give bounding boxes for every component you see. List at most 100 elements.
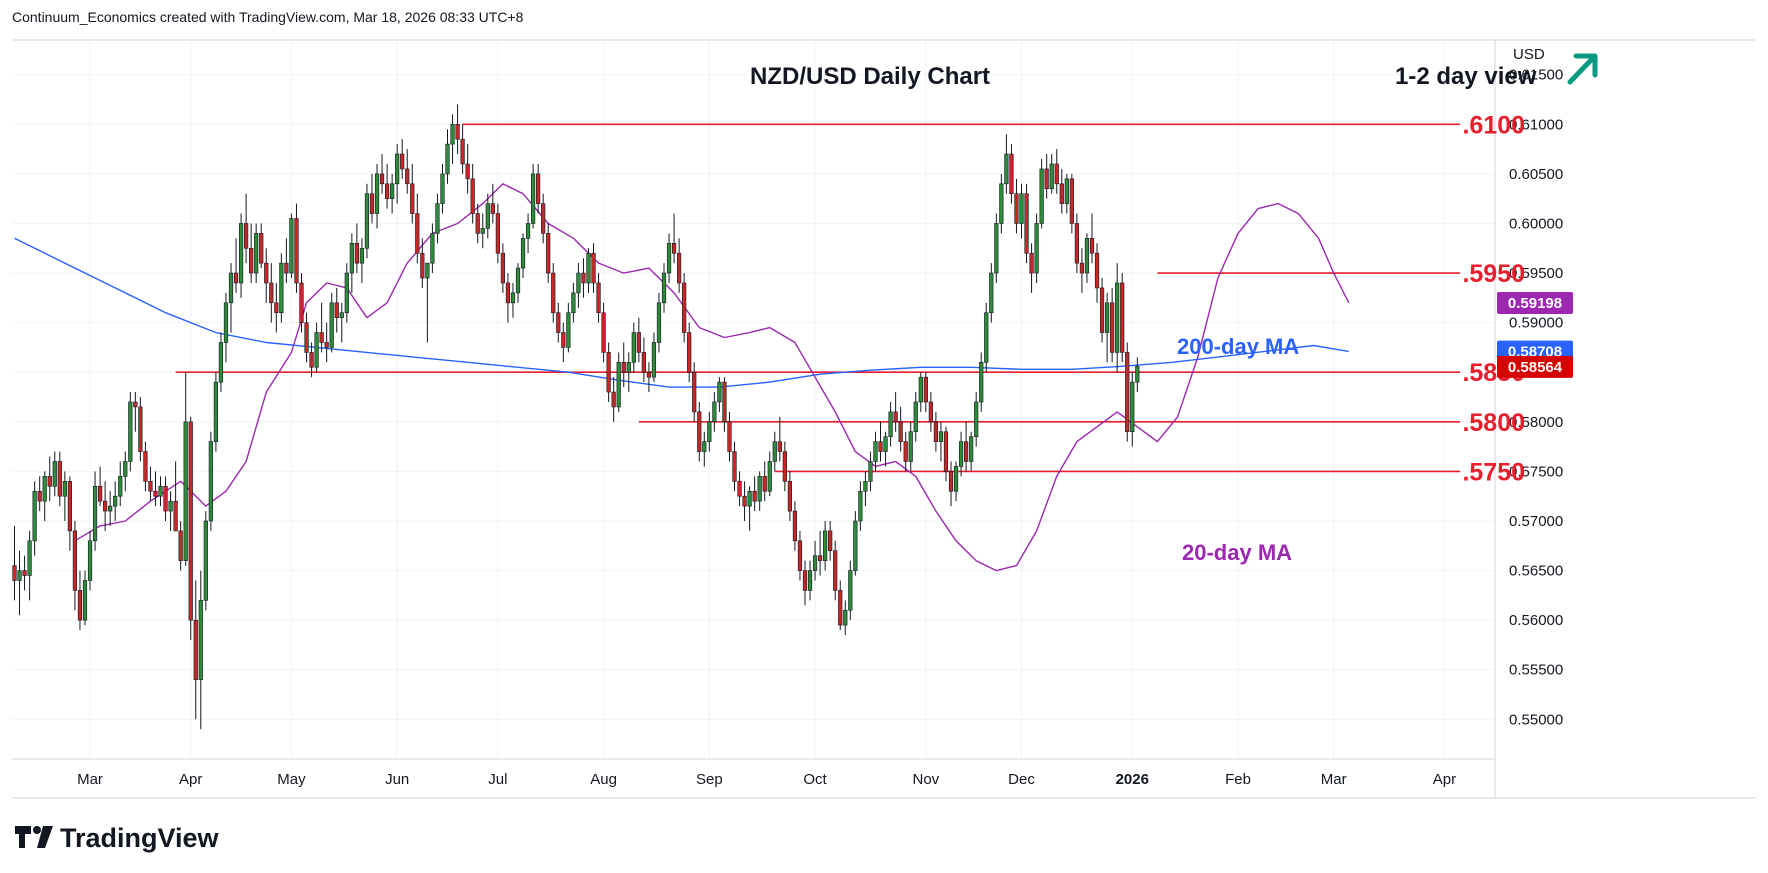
candle <box>123 451 128 492</box>
candle <box>228 263 234 333</box>
candle <box>480 213 485 249</box>
candle <box>531 163 536 229</box>
candle <box>133 392 138 432</box>
candle-body <box>848 570 853 611</box>
candle <box>943 426 949 482</box>
last-price-badge-bg <box>1497 355 1573 378</box>
candle <box>969 431 974 472</box>
candle <box>490 183 495 224</box>
candle <box>727 411 732 462</box>
candle <box>82 570 88 626</box>
candle <box>390 173 395 214</box>
candle <box>374 163 380 229</box>
candle <box>57 451 62 507</box>
candle <box>72 520 78 611</box>
candle-body <box>1019 193 1024 224</box>
candle-body <box>410 183 415 214</box>
candle-body <box>933 421 939 442</box>
candle <box>953 461 959 502</box>
candle-body <box>561 332 566 348</box>
candle <box>37 476 42 512</box>
candle-body <box>178 530 183 561</box>
candle-body <box>470 178 475 214</box>
candle-body <box>893 411 898 423</box>
candle <box>27 530 32 601</box>
candle <box>183 372 188 566</box>
candle <box>364 183 370 259</box>
candle-body <box>103 500 108 512</box>
candle-body <box>656 302 662 343</box>
candle-body <box>47 476 52 487</box>
candle <box>274 282 279 333</box>
candle-body <box>817 555 823 561</box>
candle-body <box>943 431 949 472</box>
candle <box>802 560 808 606</box>
candle-body <box>1120 282 1125 353</box>
candle-body <box>158 485 163 497</box>
candle <box>279 253 284 323</box>
candle <box>1074 213 1079 274</box>
candle-body <box>369 193 375 214</box>
candle-body <box>1079 262 1085 274</box>
candle-body <box>314 332 319 368</box>
candle-body <box>722 381 727 423</box>
candle <box>1089 213 1095 264</box>
candle-body <box>198 600 203 680</box>
candle <box>143 441 148 492</box>
candle <box>1120 273 1125 363</box>
candle-body <box>364 193 370 249</box>
candle <box>979 352 984 412</box>
candle <box>848 560 853 621</box>
ma20-badge: 0.59198 <box>1497 292 1573 315</box>
candle-body <box>238 223 244 284</box>
candle-body <box>82 580 88 621</box>
candle-body <box>42 476 47 502</box>
x-tick-label: Dec <box>1008 771 1035 788</box>
candle-body <box>807 570 813 591</box>
candle <box>138 397 143 462</box>
candle-body <box>571 292 576 314</box>
candle <box>269 263 274 323</box>
candle-body <box>666 243 672 274</box>
candle <box>747 486 752 531</box>
candle <box>17 550 22 616</box>
candle-body <box>379 173 385 185</box>
candle-body <box>712 401 717 423</box>
candle-body <box>687 332 692 373</box>
candle-body <box>777 441 782 452</box>
candle <box>651 332 657 383</box>
candle-body <box>22 570 27 576</box>
candle <box>546 223 551 283</box>
candle <box>1135 357 1140 393</box>
candle-body <box>591 252 596 284</box>
candle <box>384 163 390 209</box>
candle-body <box>1099 287 1105 333</box>
x-tick-label: Feb <box>1225 771 1251 788</box>
candle-body <box>319 332 324 343</box>
ma20-line <box>74 183 1350 572</box>
candle <box>817 530 823 576</box>
candle-body <box>883 436 888 452</box>
x-tick-label: Apr <box>1433 771 1456 788</box>
candle <box>873 431 878 472</box>
candle-body <box>37 490 42 502</box>
candle-body <box>17 570 22 581</box>
candle <box>249 223 254 283</box>
candle-body <box>400 153 405 170</box>
candle <box>828 520 833 561</box>
candle <box>410 163 415 224</box>
candle-body <box>395 153 400 185</box>
candle <box>223 292 229 363</box>
candle <box>12 525 17 601</box>
grid <box>12 40 1495 759</box>
candle-body <box>1059 183 1064 204</box>
candle-body <box>460 138 465 165</box>
candle <box>571 282 576 323</box>
candle-body <box>233 272 239 284</box>
x-axis-ticks: Mar Apr May Jun Jul Aug Sep Oct Nov Dec 2026 Feb Mar… <box>77 771 1456 788</box>
candle-body <box>888 411 893 437</box>
candle-body <box>858 490 863 522</box>
header-credit: Continuum_Economics created with Trading… <box>12 9 524 25</box>
candle-body <box>510 292 516 304</box>
